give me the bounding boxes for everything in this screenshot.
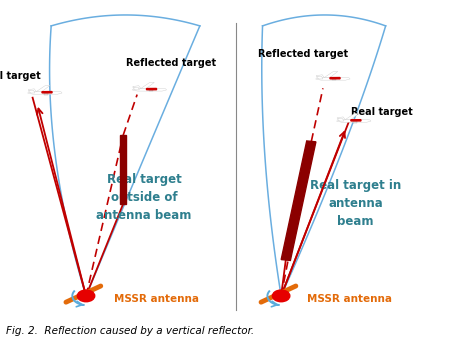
Polygon shape [42, 92, 52, 93]
Text: MSSR antenna: MSSR antenna [114, 294, 199, 304]
Text: Reflected target: Reflected target [126, 58, 216, 69]
Polygon shape [316, 76, 323, 79]
Text: Reflected target: Reflected target [258, 49, 348, 59]
Circle shape [273, 290, 290, 302]
Text: Real target
outside of
antenna beam: Real target outside of antenna beam [96, 173, 192, 222]
Polygon shape [133, 86, 141, 89]
Bar [120, 135, 127, 204]
Polygon shape [316, 75, 324, 78]
Circle shape [77, 290, 95, 302]
Polygon shape [353, 121, 357, 122]
Polygon shape [281, 141, 316, 260]
Polygon shape [28, 90, 35, 93]
Text: Real target: Real target [0, 71, 41, 81]
Text: Fig. 2.  Reflection caused by a vertical reflector.: Fig. 2. Reflection caused by a vertical … [6, 326, 254, 335]
Polygon shape [330, 78, 340, 79]
Polygon shape [27, 91, 62, 94]
Polygon shape [28, 89, 36, 92]
Text: Real target: Real target [351, 107, 412, 117]
Text: MSSR antenna: MSSR antenna [307, 294, 392, 304]
Polygon shape [132, 88, 166, 91]
Polygon shape [316, 77, 350, 80]
Polygon shape [346, 114, 359, 120]
Polygon shape [332, 79, 336, 81]
Polygon shape [324, 71, 338, 78]
Polygon shape [337, 118, 344, 121]
Polygon shape [351, 120, 361, 121]
Polygon shape [337, 117, 346, 120]
Polygon shape [36, 85, 50, 92]
Polygon shape [44, 93, 48, 95]
Text: Real target in
antenna
beam: Real target in antenna beam [310, 179, 401, 228]
Polygon shape [337, 119, 371, 122]
Polygon shape [133, 87, 139, 90]
Polygon shape [141, 82, 155, 88]
Polygon shape [146, 88, 156, 90]
Polygon shape [149, 90, 153, 91]
